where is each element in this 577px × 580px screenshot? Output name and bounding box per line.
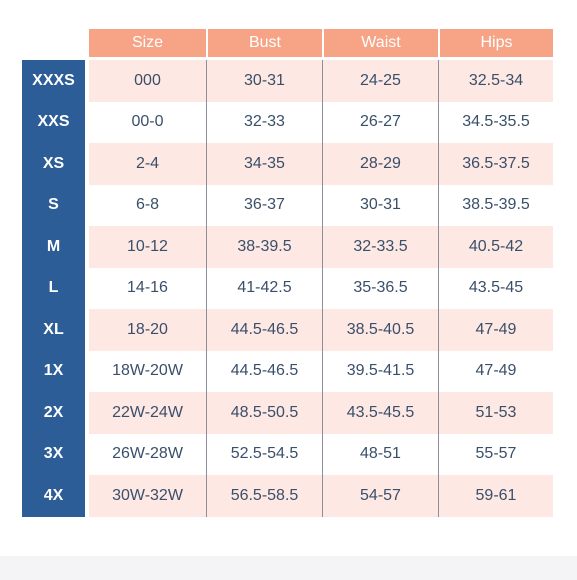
hips-cell: 40.5-42 — [438, 226, 553, 268]
header-waist: Waist — [322, 29, 438, 57]
waist-cell: 39.5-41.5 — [322, 350, 438, 392]
bust-cell: 44.5-46.5 — [206, 350, 322, 392]
size-label: M — [46, 237, 61, 255]
size-label: XXS — [37, 113, 70, 131]
size-cell: 22W-24W — [112, 403, 183, 421]
table-row: 000 30-31 24-25 32.5-34 — [89, 60, 553, 102]
waist-cell: 48-51 — [322, 433, 438, 475]
size-chart-header: Size Bust Waist Hips — [89, 29, 553, 57]
table-row: 18-20 44.5-46.5 38.5-40.5 47-49 — [89, 309, 553, 351]
bust-cell: 52.5-54.5 — [206, 433, 322, 475]
waist-cell: 43.5-45.5 — [322, 392, 438, 434]
size-label: S — [48, 196, 59, 214]
hips-cell: 34.5-35.5 — [438, 101, 553, 143]
header-bust: Bust — [206, 29, 322, 57]
waist-cell: 26-27 — [322, 101, 438, 143]
bust-cell: 41-42.5 — [206, 267, 322, 309]
hips-cell: 51-53 — [438, 392, 553, 434]
size-chart-table: 000 30-31 24-25 32.5-34 00-0 32-33 26-27… — [89, 60, 553, 517]
size-cell: 2-4 — [135, 154, 160, 172]
size-label: 3X — [43, 445, 64, 463]
waist-cell: 54-57 — [322, 475, 438, 517]
table-row: 18W-20W 44.5-46.5 39.5-41.5 47-49 — [89, 350, 553, 392]
waist-cell: 38.5-40.5 — [322, 309, 438, 351]
bust-cell: 36-37 — [206, 184, 322, 226]
hips-cell: 59-61 — [438, 475, 553, 517]
size-cell: 18W-20W — [112, 362, 183, 380]
bust-cell: 34-35 — [206, 143, 322, 185]
hips-cell: 36.5-37.5 — [438, 143, 553, 185]
table-row: 22W-24W 48.5-50.5 43.5-45.5 51-53 — [89, 392, 553, 434]
size-label: XL — [43, 320, 64, 338]
hips-cell: 55-57 — [438, 433, 553, 475]
waist-cell: 32-33.5 — [322, 226, 438, 268]
hips-cell: 32.5-34 — [438, 60, 553, 102]
table-row: 26W-28W 52.5-54.5 48-51 55-57 — [89, 433, 553, 475]
table-row: 10-12 38-39.5 32-33.5 40.5-42 — [89, 226, 553, 268]
hips-cell: 47-49 — [438, 309, 553, 351]
bust-cell: 30-31 — [206, 60, 322, 102]
waist-cell: 28-29 — [322, 143, 438, 185]
waist-cell: 30-31 — [322, 184, 438, 226]
table-row: 6-8 36-37 30-31 38.5-39.5 — [89, 184, 553, 226]
size-cell: 14-16 — [127, 279, 168, 297]
waist-cell: 35-36.5 — [322, 267, 438, 309]
size-label: 1X — [43, 362, 64, 380]
size-label: XXXS — [32, 71, 75, 89]
bust-cell: 48.5-50.5 — [206, 392, 322, 434]
bust-cell: 56.5-58.5 — [206, 475, 322, 517]
size-cell: 6-8 — [135, 196, 160, 214]
table-row: 00-0 32-33 26-27 34.5-35.5 — [89, 101, 553, 143]
hips-cell: 47-49 — [438, 350, 553, 392]
size-label: 2X — [43, 403, 64, 421]
bust-cell: 44.5-46.5 — [206, 309, 322, 351]
table-row: 14-16 41-42.5 35-36.5 43.5-45 — [89, 267, 553, 309]
header-hips: Hips — [438, 29, 553, 57]
size-label: L — [48, 279, 59, 297]
bust-cell: 32-33 — [206, 101, 322, 143]
table-row: 2-4 34-35 28-29 36.5-37.5 — [89, 143, 553, 185]
size-label: XS — [42, 154, 65, 172]
hips-cell: 38.5-39.5 — [438, 184, 553, 226]
waist-cell: 24-25 — [322, 60, 438, 102]
table-row: 30W-32W 56.5-58.5 54-57 59-61 — [89, 475, 553, 517]
size-cell: 000 — [134, 71, 161, 89]
bottom-band — [0, 556, 577, 580]
size-cell: 26W-28W — [112, 445, 183, 463]
size-cell: 10-12 — [127, 237, 168, 255]
bust-cell: 38-39.5 — [206, 226, 322, 268]
size-cell: 30W-32W — [112, 486, 183, 504]
header-size: Size — [89, 29, 206, 57]
size-label: 4X — [43, 486, 64, 504]
size-cell: 18-20 — [127, 320, 168, 338]
size-label-column: XXXS XXS XS S M L XL 1X 2X 3X 4X — [22, 60, 85, 517]
hips-cell: 43.5-45 — [438, 267, 553, 309]
size-cell: 00-0 — [131, 113, 164, 131]
